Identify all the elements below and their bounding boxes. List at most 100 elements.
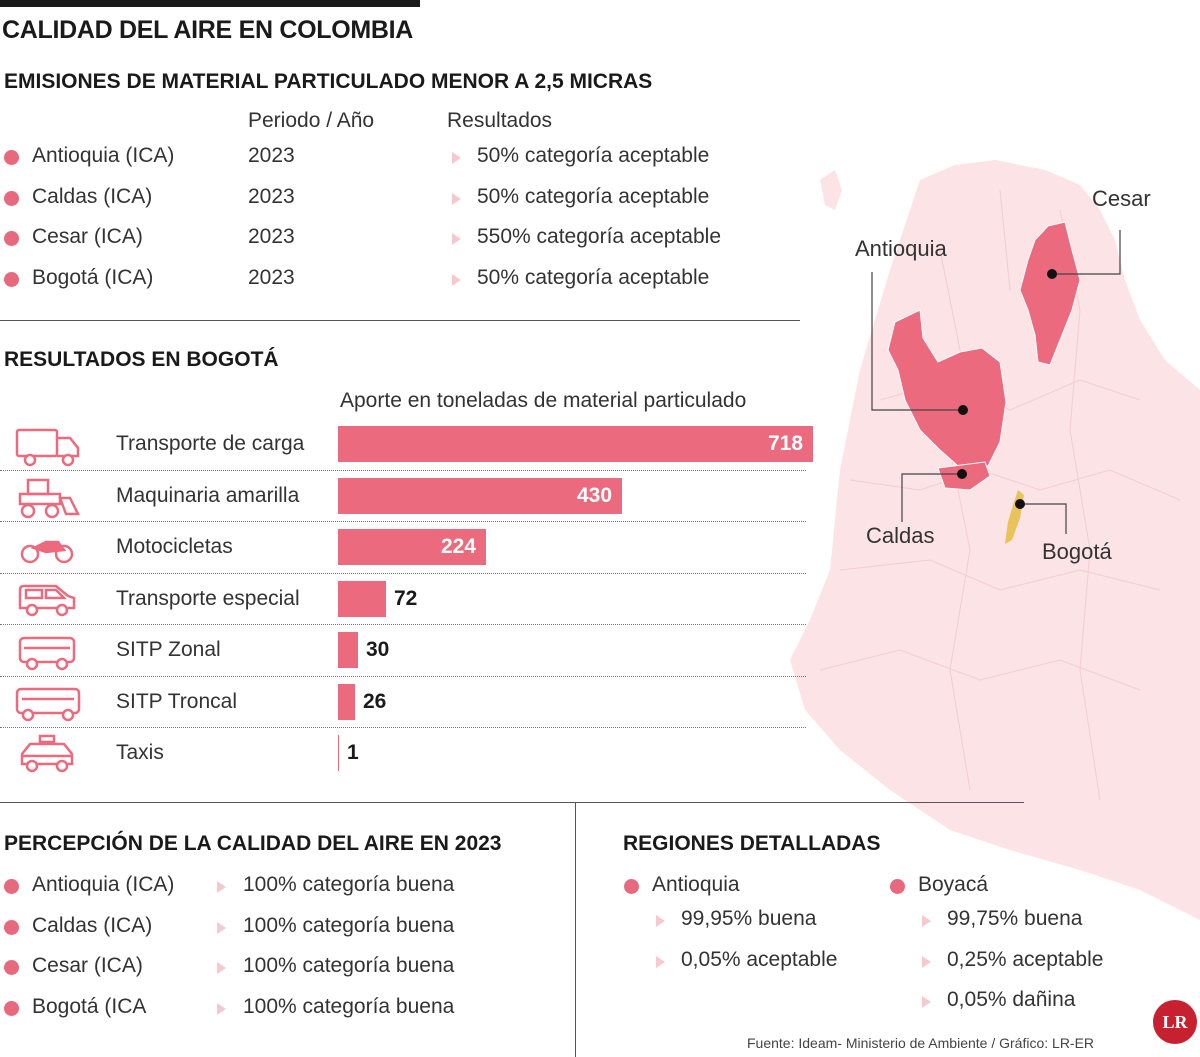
list-bullet xyxy=(4,191,19,206)
map-label-antioquia: Antioquia xyxy=(855,236,947,261)
list-bullet xyxy=(4,879,19,894)
arrow-icon xyxy=(452,193,461,205)
region-item: 0,05% aceptable xyxy=(681,948,838,971)
colombia-map xyxy=(790,160,1200,920)
column-divider xyxy=(575,803,576,1057)
perception-name: Caldas (ICA) xyxy=(32,914,153,937)
bar-sitp-zonal xyxy=(338,632,358,668)
leader-line-caldas xyxy=(901,473,962,522)
colombia-coast-island xyxy=(820,170,842,210)
bar-value-label: 718 xyxy=(768,432,804,455)
arrow-icon xyxy=(217,922,226,934)
arrow-icon xyxy=(922,915,931,927)
emission-year: 2023 xyxy=(248,185,295,208)
list-bullet xyxy=(624,879,639,894)
bar-value-label: 30 xyxy=(366,638,390,661)
row-separator xyxy=(0,624,806,625)
arrow-icon xyxy=(922,996,931,1008)
region-item: 99,95% buena xyxy=(681,907,817,930)
source-note: Fuente: Ideam- Ministerio de Ambiente / … xyxy=(747,1035,1095,1051)
emissions-title: EMISIONES DE MATERIAL PARTICULADO MENOR … xyxy=(4,70,653,93)
bus-icon xyxy=(18,636,76,671)
emission-result: 50% categoría aceptable xyxy=(477,266,710,289)
emission-name: Antioquia (ICA) xyxy=(32,144,175,167)
bar-value-label: 224 xyxy=(441,535,477,558)
truck-icon xyxy=(15,428,80,467)
taxi-icon xyxy=(20,734,74,773)
arrow-icon xyxy=(922,956,931,968)
perception-result: 100% categoría buena xyxy=(243,914,455,937)
bar-value-label: 1 xyxy=(347,741,359,764)
arrow-icon xyxy=(656,956,665,968)
map-label-cesar: Cesar xyxy=(1092,186,1151,211)
region-item: 0,25% aceptable xyxy=(947,948,1104,971)
leader-line-cesar xyxy=(1052,230,1121,275)
bar-value-label: 72 xyxy=(394,587,418,610)
bar-maquinaria-amarilla xyxy=(338,478,622,514)
title-bar xyxy=(0,0,420,7)
map-region-antioquia xyxy=(887,309,1007,467)
row-separator xyxy=(0,470,806,471)
articulated-bus-icon xyxy=(15,687,81,722)
chart-title: Aporte en toneladas de material particul… xyxy=(340,389,747,412)
map-dot-cesar xyxy=(1047,269,1057,279)
bar-category-label: Motocicletas xyxy=(116,535,233,558)
region-item: 0,05% dañina xyxy=(947,988,1076,1011)
region-name-boyaca: Boyacá xyxy=(918,873,989,896)
row-separator xyxy=(0,727,806,728)
bar-transporte-especial xyxy=(338,581,386,617)
perception-result: 100% categoría buena xyxy=(243,954,455,977)
perception-name: Cesar (ICA) xyxy=(32,954,143,977)
list-bullet xyxy=(4,150,19,165)
bar-value-label: 26 xyxy=(363,690,387,713)
emission-year: 2023 xyxy=(248,144,295,167)
bar-category-label: SITP Troncal xyxy=(116,690,237,713)
bar-category-label: Maquinaria amarilla xyxy=(116,484,300,507)
motorcycle-icon xyxy=(20,540,74,564)
map-label-bogota: Bogotá xyxy=(1042,539,1112,564)
map-label-caldas: Caldas xyxy=(866,523,935,548)
arrow-icon xyxy=(217,881,226,893)
list-bullet xyxy=(890,879,905,894)
col-results-header: Resultados xyxy=(447,109,553,132)
bar-category-label: SITP Zonal xyxy=(116,638,221,661)
map-dot-antioquia xyxy=(958,405,968,415)
bogota-title: RESULTADOS EN BOGOTÁ xyxy=(4,348,279,371)
bar-taxis xyxy=(338,735,339,771)
emission-year: 2023 xyxy=(248,225,295,248)
perception-result: 100% categoría buena xyxy=(243,873,455,896)
emission-year: 2023 xyxy=(248,266,295,289)
list-bullet xyxy=(4,272,19,287)
bar-transporte-de-carga xyxy=(338,426,813,462)
emission-name: Caldas (ICA) xyxy=(32,185,153,208)
row-separator xyxy=(0,676,806,677)
arrow-icon xyxy=(217,1003,226,1015)
col-period-header: Periodo / Año xyxy=(248,109,375,132)
row-separator xyxy=(0,573,806,574)
arrow-icon xyxy=(452,274,461,286)
list-bullet xyxy=(4,231,19,246)
perception-name: Antioquia (ICA) xyxy=(32,873,175,896)
emission-result: 50% categoría aceptable xyxy=(477,144,710,167)
colombia-landmass xyxy=(790,160,1200,920)
perception-name: Bogotá (ICA xyxy=(32,995,147,1018)
list-bullet xyxy=(4,920,19,935)
bar-category-label: Transporte de carga xyxy=(116,432,305,455)
arrow-icon xyxy=(656,915,665,927)
map-dot-caldas xyxy=(957,469,967,479)
van-icon xyxy=(18,584,76,617)
list-bullet xyxy=(4,1001,19,1016)
perception-result: 100% categoría buena xyxy=(243,995,455,1018)
region-item: 99,75% buena xyxy=(947,907,1083,930)
region-name-antioquia: Antioquia xyxy=(652,873,740,896)
bar-motocicletas xyxy=(338,529,486,565)
emission-name: Cesar (ICA) xyxy=(32,225,143,248)
bar-category-label: Taxis xyxy=(116,741,164,764)
leader-line-bogota xyxy=(1020,503,1067,534)
regions-title: REGIONES DETALLADAS xyxy=(623,832,881,855)
row-separator xyxy=(0,521,806,522)
bar-category-label: Transporte especial xyxy=(116,587,300,610)
lr-logo: LR xyxy=(1153,1000,1197,1044)
divider xyxy=(0,802,1024,803)
perception-title: PERCEPCIÓN DE LA CALIDAD DEL AIRE EN 202… xyxy=(4,832,502,855)
